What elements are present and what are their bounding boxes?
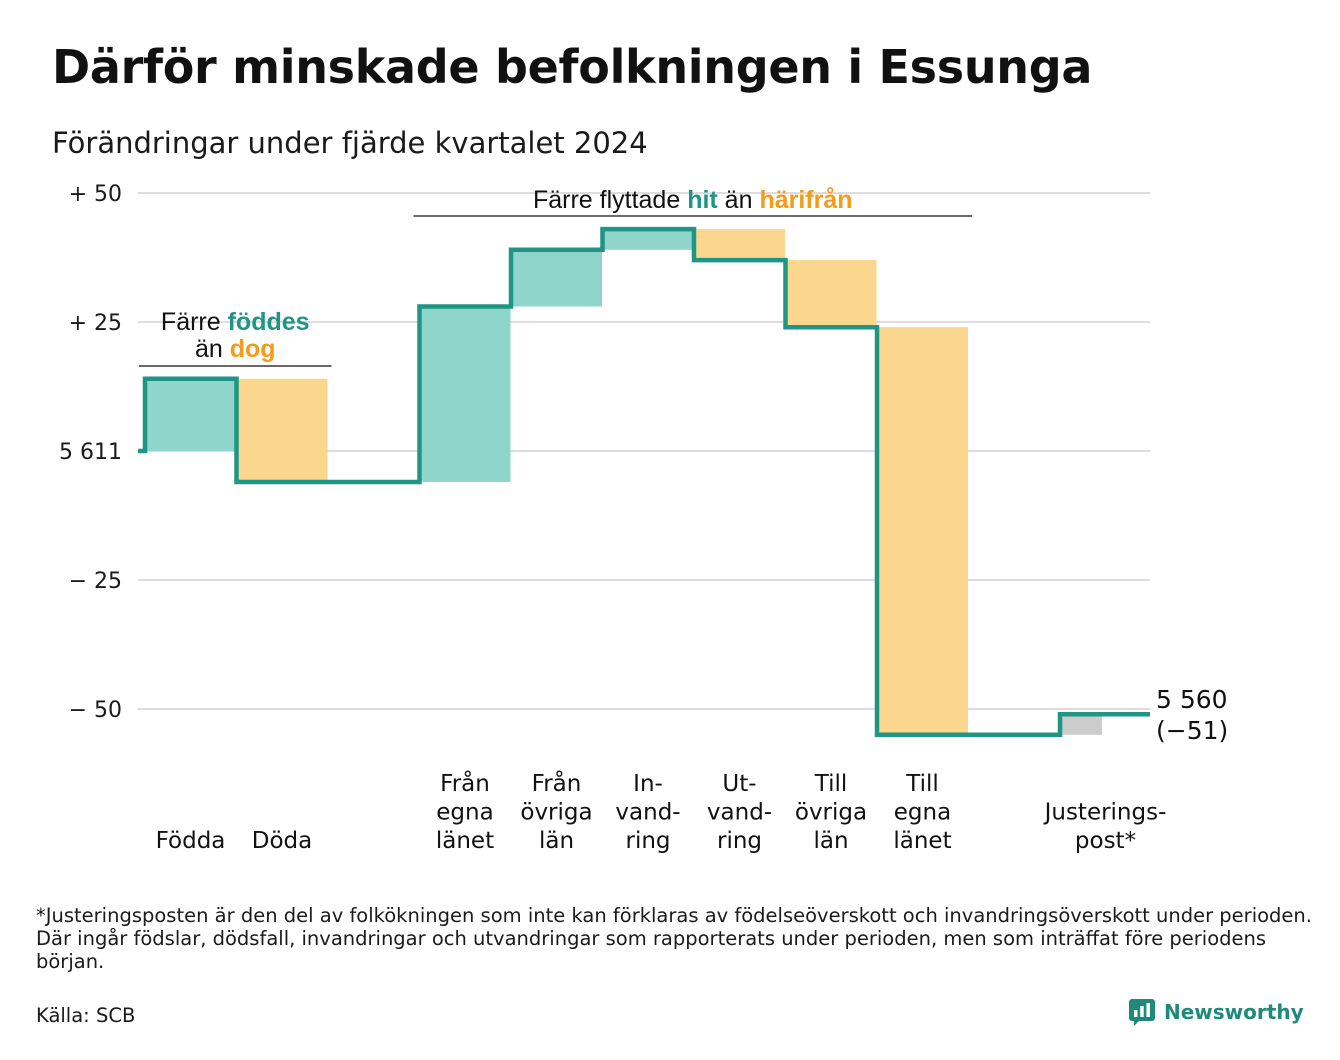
y-tick-label: 5 611	[59, 440, 122, 465]
bar	[1061, 714, 1102, 735]
annotation-segment: dog	[230, 335, 276, 363]
category-label: län	[813, 828, 848, 854]
category-label: egna	[894, 800, 951, 826]
category-label: egna	[436, 800, 493, 826]
category-label: länet	[436, 828, 494, 854]
category-label: vand-	[707, 800, 772, 826]
brand-name: Newsworthy	[1164, 1000, 1304, 1024]
footnote: *Justeringsposten är den del av folkökni…	[36, 904, 1312, 973]
bar	[694, 229, 785, 261]
category-label: Från	[532, 769, 582, 797]
annotation-segment: än	[718, 186, 760, 214]
annotation-text: Färre flyttade hit än härifrån	[533, 186, 853, 214]
annotation-segment: föddes	[228, 308, 310, 336]
category-label: ring	[625, 828, 670, 854]
category-label: Till	[905, 771, 939, 797]
category-label: Döda	[252, 828, 312, 854]
category-label: vand-	[615, 800, 680, 826]
bar	[145, 378, 236, 451]
gridlines: + 50 + 25 5 611 − 25 − 50	[59, 182, 1150, 723]
category-label: post*	[1075, 828, 1136, 854]
category-labels: Födda DödaFrånegnalänetFrånövrigalänIn-va…	[156, 769, 1167, 854]
end-value-label: 5 560	[1156, 685, 1228, 714]
newsworthy-logo-icon	[1129, 999, 1155, 1026]
category-label: Till	[814, 771, 848, 797]
annotation-segment: Färre flyttade	[533, 186, 687, 214]
bar	[419, 306, 511, 482]
brand-logo: Newsworthy	[1128, 998, 1304, 1026]
source-note: Källa: SCB	[36, 1004, 136, 1027]
annotation-segment: härifrån	[759, 186, 852, 214]
y-tick-label: − 25	[69, 569, 122, 594]
running-total-line	[138, 226, 1150, 738]
y-tick-label: + 25	[69, 311, 122, 336]
category-label: övriga	[795, 800, 867, 826]
annotation-segment: Färre	[161, 308, 228, 336]
annotation-text: än dog	[195, 335, 276, 363]
category-label: övriga	[520, 800, 592, 826]
category-label: Ut-	[722, 771, 756, 797]
bars	[145, 229, 1102, 735]
running-total-path	[138, 226, 1150, 738]
bar	[511, 249, 602, 307]
bar	[236, 378, 328, 482]
chart-subtitle: Förändringar under fjärde kvartalet 2024	[52, 126, 648, 160]
chart-title: Därför minskade befolkningen i Essunga	[52, 40, 1093, 94]
annotation-segment: än	[195, 335, 230, 363]
category-label: ring	[717, 828, 762, 854]
bar	[602, 229, 694, 250]
category-label: länet	[893, 828, 951, 854]
category-label: Från	[440, 769, 490, 797]
end-change-label: (−51)	[1156, 716, 1228, 745]
waterfall-chart: + 50 + 25 5 611 − 25 − 50 5 560(−51) Färre fö…	[59, 182, 1228, 854]
annotation-segment: hit	[687, 186, 718, 214]
y-tick-label: + 50	[69, 182, 122, 207]
y-tick-label: − 50	[69, 698, 122, 723]
category-label: län	[539, 828, 574, 854]
bar	[877, 327, 968, 735]
category-label: Födda	[156, 828, 226, 854]
annotation-text: Färre föddes	[161, 308, 310, 336]
category-label: In-	[633, 771, 663, 797]
bar	[785, 260, 877, 328]
category-label: Justerings-	[1043, 800, 1167, 826]
